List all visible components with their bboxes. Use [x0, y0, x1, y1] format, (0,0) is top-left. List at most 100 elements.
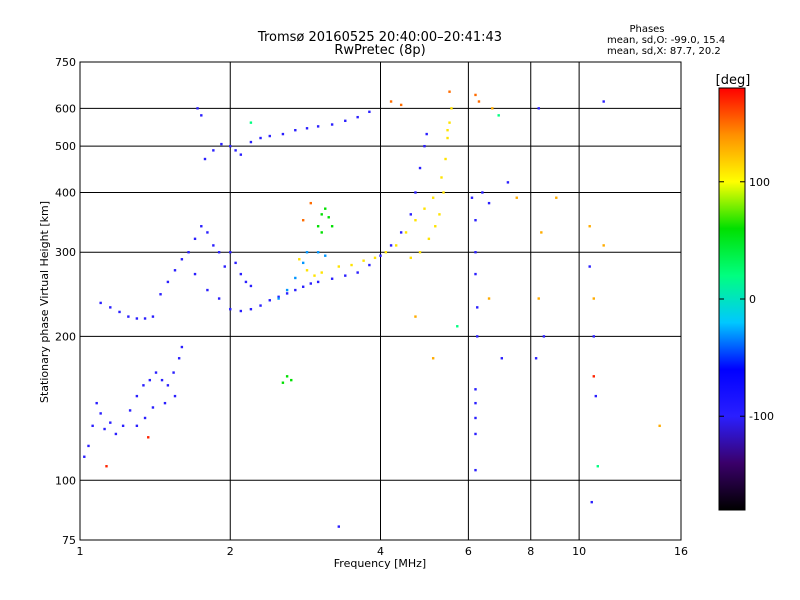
data-point — [542, 335, 546, 338]
data-point — [602, 100, 605, 103]
data-point — [143, 416, 147, 420]
data-point — [481, 191, 484, 194]
data-point — [316, 280, 320, 284]
data-point — [379, 254, 382, 257]
data-point — [277, 295, 280, 299]
data-point — [477, 100, 481, 103]
data-point — [356, 115, 359, 119]
data-point — [109, 421, 112, 424]
data-point — [409, 213, 412, 216]
data-point — [196, 107, 199, 110]
data-point — [166, 384, 170, 387]
data-point — [83, 455, 86, 458]
x-tick-label: 16 — [674, 545, 688, 558]
data-point — [142, 384, 145, 387]
data-point — [173, 269, 177, 272]
data-point — [442, 191, 445, 194]
data-point — [193, 237, 197, 241]
colorbar-label: [deg] — [716, 73, 751, 88]
data-point — [128, 409, 132, 412]
data-point — [109, 306, 112, 309]
data-point — [474, 272, 477, 276]
data-point — [305, 127, 309, 130]
data-point — [301, 219, 305, 222]
data-point — [127, 315, 130, 318]
data-point — [294, 128, 297, 132]
y-tick-label: 750 — [55, 56, 76, 69]
data-point — [588, 225, 591, 228]
data-point — [540, 231, 543, 234]
chart-title: Tromsø 20160525 20:40:00–20:41:43 — [257, 30, 502, 45]
data-point — [592, 335, 595, 338]
data-point — [298, 258, 301, 261]
data-point — [217, 297, 221, 300]
data-point — [217, 251, 221, 254]
data-point — [268, 299, 271, 302]
colorbar-tick-label: 0 — [749, 293, 756, 306]
data-point — [135, 424, 139, 428]
x-tick-label: 2 — [227, 545, 234, 558]
data-point — [200, 225, 203, 228]
data-point — [135, 394, 139, 398]
data-point — [180, 258, 184, 261]
data-point — [200, 114, 203, 117]
data-point — [193, 272, 197, 276]
data-point — [281, 132, 285, 136]
x-tick-label: 1 — [77, 545, 84, 558]
data-point — [337, 265, 341, 268]
data-point — [309, 201, 312, 205]
data-point — [229, 251, 232, 254]
data-point — [594, 394, 598, 398]
data-point — [163, 401, 167, 405]
colorbar-tick-label: 100 — [749, 176, 770, 189]
data-point — [95, 401, 98, 405]
colorbar-tick-label: -100 — [749, 410, 774, 423]
data-point — [491, 107, 494, 110]
data-point — [249, 307, 253, 311]
data-point — [159, 293, 162, 296]
data-point — [431, 357, 435, 360]
data-point — [324, 207, 327, 210]
data-point — [277, 297, 280, 300]
data-point — [239, 153, 243, 156]
x-tick-label: 8 — [527, 545, 534, 558]
x-tick-label: 6 — [465, 545, 472, 558]
data-point — [356, 271, 359, 274]
data-point — [327, 216, 330, 219]
grid-lines — [80, 62, 681, 540]
data-point — [290, 378, 293, 382]
y-tick-label: 200 — [55, 330, 76, 343]
data-point — [223, 265, 226, 268]
data-point — [337, 525, 341, 528]
data-point — [418, 166, 422, 170]
data-point — [239, 272, 243, 276]
data-point — [555, 196, 558, 199]
data-point — [500, 357, 504, 360]
y-tick-label: 500 — [55, 140, 76, 153]
data-point — [592, 297, 595, 300]
data-point — [151, 315, 155, 318]
data-point — [506, 181, 510, 184]
data-point — [534, 357, 538, 360]
data-point — [362, 259, 365, 262]
data-point — [244, 280, 248, 284]
data-point — [414, 191, 417, 194]
data-point — [474, 468, 477, 472]
data-point — [285, 292, 289, 295]
data-point — [309, 282, 312, 285]
data-point — [440, 176, 443, 179]
data-point — [404, 231, 408, 234]
data-point — [91, 424, 94, 428]
data-point — [87, 444, 90, 448]
data-point — [394, 244, 398, 247]
data-point — [249, 284, 253, 288]
data-point — [324, 254, 327, 257]
stats-line-x: mean, sd,X: 87.7, 20.2 — [607, 46, 721, 57]
x-axis-ticks: 1 2 4 6 8 10 16 — [77, 545, 689, 558]
data-point — [434, 225, 437, 228]
data-point — [229, 144, 232, 148]
data-point — [446, 136, 449, 140]
data-point — [234, 149, 237, 152]
data-point — [121, 424, 125, 428]
